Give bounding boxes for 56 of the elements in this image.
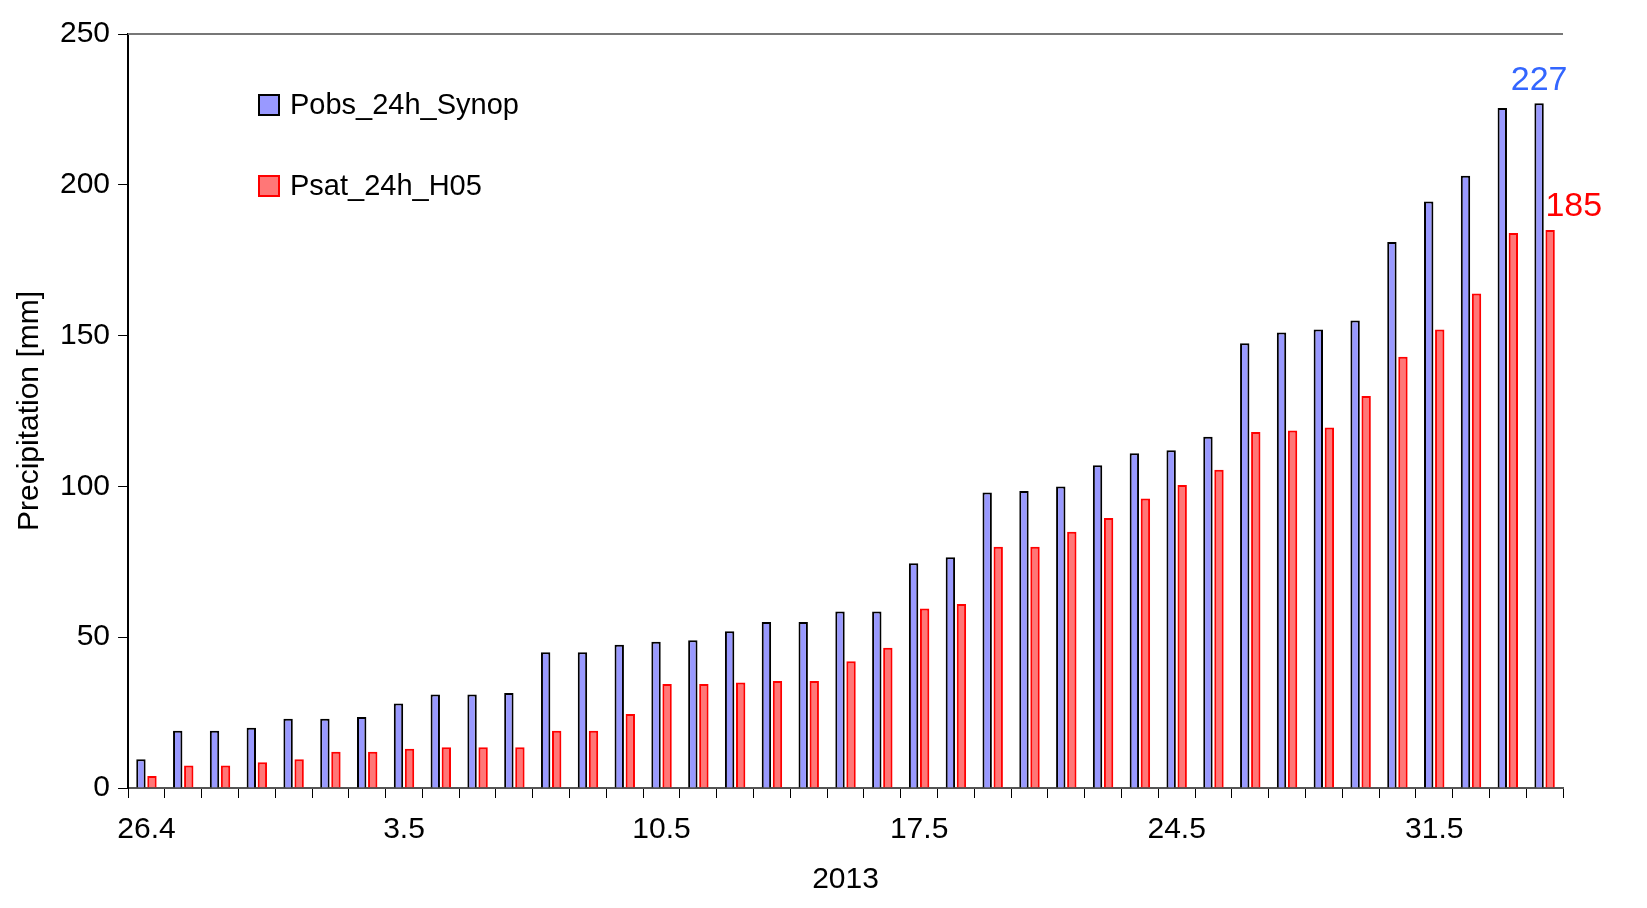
x-tick-label: 10.5 — [632, 811, 691, 845]
bar — [184, 765, 194, 788]
bar — [331, 751, 341, 788]
y-tick-label: 50 — [76, 618, 111, 652]
bar — [809, 680, 819, 788]
bar — [552, 730, 562, 788]
bar — [883, 647, 893, 788]
bar — [1471, 293, 1482, 788]
bar — [1398, 356, 1408, 788]
bar — [1140, 498, 1151, 788]
bar — [588, 730, 599, 788]
y-axis-title: Precipitation [mm] — [11, 290, 45, 532]
bar — [735, 682, 746, 788]
x-tick-label: 3.5 — [383, 811, 425, 845]
data-label: 227 — [1510, 58, 1568, 97]
bar — [1177, 484, 1187, 788]
bar — [1508, 233, 1519, 788]
x-tick-label: 31.5 — [1405, 811, 1464, 845]
x-tick-label: 24.5 — [1147, 811, 1206, 845]
y-tick-label: 100 — [59, 467, 111, 501]
bar — [993, 546, 1003, 788]
bar — [772, 680, 783, 788]
bar — [919, 608, 930, 788]
bar — [257, 762, 268, 788]
x-tick-label: 17.5 — [889, 811, 949, 845]
y-tick-label: 150 — [59, 316, 111, 350]
bar — [1103, 518, 1114, 788]
bar — [1067, 531, 1077, 788]
bar — [515, 747, 525, 788]
data-label: 185 — [1545, 185, 1603, 224]
bar — [220, 765, 231, 788]
y-tick-label: 250 — [59, 15, 111, 49]
bar — [1030, 546, 1040, 788]
x-tick-label: 26.4 — [117, 811, 176, 845]
legend-label: Psat_24h_H05 — [290, 169, 482, 202]
y-tick-label: 0 — [93, 769, 111, 803]
x-axis-title: 2013 — [812, 861, 879, 895]
bar — [956, 604, 967, 788]
bar — [1287, 430, 1298, 788]
bar — [662, 683, 672, 788]
bar — [1251, 432, 1261, 788]
bar — [1214, 469, 1224, 788]
bar — [846, 661, 856, 788]
bar — [404, 748, 415, 788]
bar — [1435, 329, 1445, 788]
y-tick-label: 200 — [59, 166, 111, 200]
bar — [1545, 230, 1555, 788]
legend-label: Pobs_24h_Synop — [290, 88, 519, 121]
bar — [699, 683, 709, 788]
bar — [478, 747, 488, 788]
bar — [368, 751, 378, 788]
bar — [1361, 395, 1371, 788]
bar — [294, 759, 304, 788]
bar — [625, 714, 635, 788]
bar — [1324, 427, 1335, 788]
bar — [441, 747, 452, 788]
